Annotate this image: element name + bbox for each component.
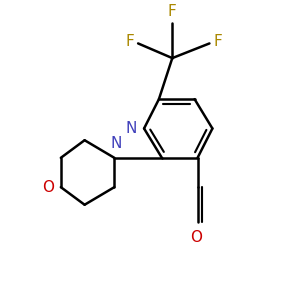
Text: O: O: [190, 230, 202, 245]
Text: F: F: [213, 34, 222, 50]
Text: F: F: [126, 34, 134, 50]
Text: O: O: [42, 180, 54, 195]
Text: N: N: [110, 136, 122, 152]
Text: N: N: [125, 121, 136, 136]
Text: F: F: [168, 4, 177, 20]
